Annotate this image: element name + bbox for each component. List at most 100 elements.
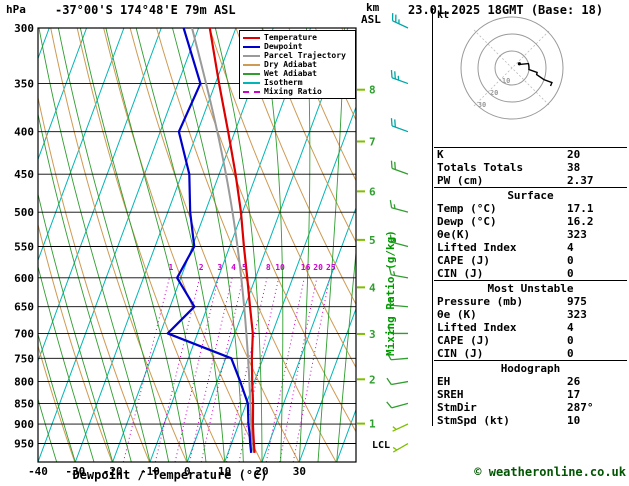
- svg-text:500: 500: [14, 206, 34, 219]
- legend-label: Parcel Trajectory: [264, 51, 346, 60]
- stat-value: 38: [567, 161, 581, 174]
- stat-row: CAPE (J) 0: [434, 254, 627, 267]
- svg-text:8: 8: [369, 84, 376, 97]
- svg-text:8: 8: [266, 263, 271, 272]
- stats-panel: K 20 Totals Totals 38 PW (cm) 2.37 Surface Temp…: [434, 147, 627, 427]
- svg-text:4: 4: [369, 281, 376, 294]
- stat-value: 323: [567, 228, 587, 241]
- stat-label: θe(K): [437, 228, 471, 241]
- chart-frame: [37, 27, 357, 463]
- km-axis: 8 7 6 5 4 3 2 1: [357, 84, 376, 431]
- svg-text:600: 600: [14, 272, 34, 285]
- stat-label: EH: [437, 375, 451, 388]
- svg-text:4: 4: [231, 263, 236, 272]
- legend-label: Dry Adiabat: [264, 60, 317, 69]
- stat-row: θe(K) 323: [434, 228, 627, 241]
- svg-text:350: 350: [14, 78, 34, 91]
- hodograph-plot: 10 20 30: [460, 16, 564, 120]
- stat-label: θe (K): [437, 308, 477, 321]
- axis-tick-labels: 3003504004505005506006507007508008509009…: [14, 22, 336, 478]
- hodograph-rings: 10 20 30: [460, 16, 564, 120]
- legend-label: Mixing Ratio: [264, 87, 322, 96]
- stat-label: Temp (°C): [437, 202, 497, 215]
- legend-color-sample: [243, 72, 260, 75]
- stat-label: PW (cm): [437, 174, 484, 187]
- stat-row: Pressure (mb) 975: [434, 295, 627, 308]
- isotherm-lines: [38, 28, 356, 462]
- stat-label: CAPE (J): [437, 334, 490, 347]
- stat-row: θe (K) 323: [434, 308, 627, 321]
- sounding-profiles: [166, 28, 256, 454]
- section-title: Hodograph: [434, 360, 627, 375]
- stat-row: SREH 17: [434, 388, 627, 401]
- stat-value: 0: [567, 254, 574, 267]
- stat-row: CAPE (J) 0: [434, 334, 627, 347]
- legend-color-sample: [243, 45, 260, 48]
- lcl-label: LCL: [372, 440, 391, 451]
- legend-color-sample: [243, 36, 260, 39]
- svg-text:850: 850: [14, 397, 34, 410]
- stat-row: K 20: [434, 148, 627, 161]
- altitude-unit-km-label: km: [366, 1, 380, 14]
- legend-label: Temperature: [264, 33, 317, 42]
- svg-text:20: 20: [490, 89, 498, 97]
- svg-text:2: 2: [369, 373, 376, 386]
- svg-text:7: 7: [369, 135, 376, 148]
- svg-text:700: 700: [14, 327, 34, 340]
- legend-color-sample: [243, 81, 260, 84]
- stat-value: 16.2: [567, 215, 594, 228]
- svg-text:25: 25: [326, 263, 336, 272]
- stat-label: Pressure (mb): [437, 295, 524, 308]
- svg-text:300: 300: [14, 22, 34, 35]
- datetime-title: 23.01.2025 18GMT (Base: 18): [408, 3, 604, 17]
- stat-label: CAPE (J): [437, 254, 490, 267]
- mixing-ratio-lines: [122, 277, 331, 462]
- svg-text:-40: -40: [28, 465, 48, 478]
- svg-text:-10: -10: [140, 465, 160, 478]
- legend-item: Dewpoint: [243, 42, 352, 51]
- stat-value: 4: [567, 321, 574, 334]
- svg-text:750: 750: [14, 352, 34, 365]
- stat-label: Totals Totals: [437, 161, 524, 174]
- stat-label: StmSpd (kt): [437, 414, 510, 427]
- stat-value: 287°: [567, 401, 594, 414]
- stat-label: Lifted Index: [437, 241, 517, 254]
- copyright: © weatheronline.co.uk: [474, 465, 626, 479]
- stat-row: Lifted Index 4: [434, 321, 627, 334]
- svg-text:10: 10: [218, 465, 231, 478]
- svg-text:10: 10: [275, 263, 285, 272]
- hodograph-trace: [518, 62, 553, 87]
- svg-text:3: 3: [217, 263, 222, 272]
- pressure-unit-label: hPa: [6, 3, 26, 16]
- svg-text:800: 800: [14, 376, 34, 389]
- svg-text:1: 1: [369, 418, 376, 431]
- stat-label: SREH: [437, 388, 464, 401]
- svg-text:10: 10: [502, 77, 510, 85]
- stat-label: Dewp (°C): [437, 215, 497, 228]
- svg-text:-20: -20: [103, 465, 123, 478]
- legend-label: Dewpoint: [264, 42, 303, 51]
- stat-label: K: [437, 148, 444, 161]
- chart-legend: Temperature Dewpoint Parcel Trajectory Dry …: [239, 30, 356, 99]
- svg-text:550: 550: [14, 240, 34, 253]
- legend-item: Dry Adiabat: [243, 60, 352, 69]
- section-title: Most Unstable: [434, 280, 627, 295]
- svg-text:20: 20: [255, 465, 268, 478]
- svg-text:1: 1: [169, 263, 174, 272]
- svg-text:3: 3: [369, 328, 376, 341]
- svg-text:5: 5: [369, 234, 376, 247]
- section-title: Surface: [434, 187, 627, 202]
- svg-text:950: 950: [14, 438, 34, 451]
- stat-row: StmSpd (kt) 10: [434, 414, 627, 427]
- svg-text:2: 2: [199, 263, 204, 272]
- stat-value: 0: [567, 334, 574, 347]
- stat-row: Lifted Index 4: [434, 241, 627, 254]
- legend-item: Parcel Trajectory: [243, 51, 352, 60]
- x-axis-title: Dewpoint / Temperature (°C): [72, 468, 268, 482]
- stat-row: CIN (J) 0: [434, 267, 627, 280]
- stat-value: 4: [567, 241, 574, 254]
- stat-label: CIN (J): [437, 267, 484, 280]
- hodograph-origin-dot: [517, 62, 521, 66]
- stat-row: Dewp (°C) 16.2: [434, 215, 627, 228]
- mixing-ratio-axis-title: Mixing Ratio (g/kg): [384, 230, 397, 356]
